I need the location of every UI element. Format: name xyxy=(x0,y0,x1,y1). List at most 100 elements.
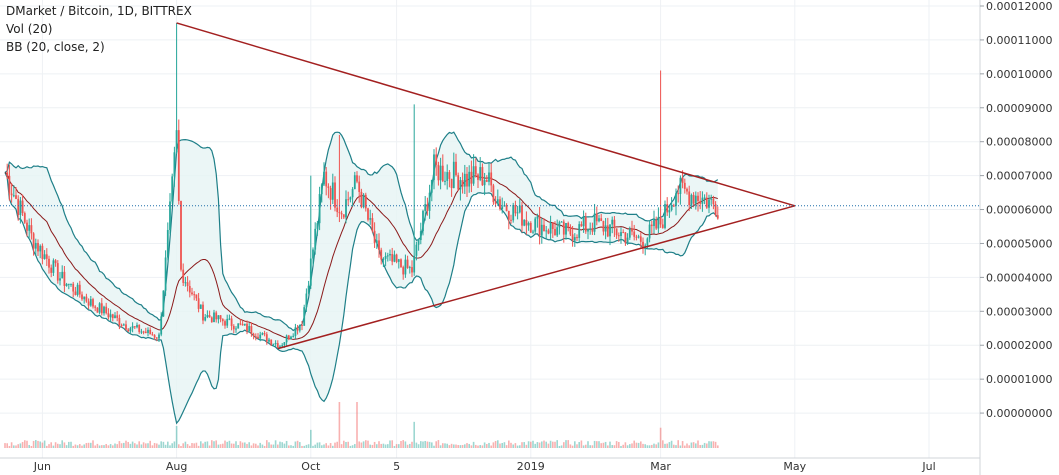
volume-bar xyxy=(552,441,554,448)
volume-bar xyxy=(103,445,105,448)
candle-body xyxy=(294,327,297,336)
candle-body xyxy=(565,222,567,235)
volume-bar xyxy=(404,441,407,448)
candle-body xyxy=(461,180,464,187)
candle-body xyxy=(686,188,688,192)
candle-body xyxy=(661,224,664,228)
volume-bar xyxy=(472,441,475,448)
candle-body xyxy=(547,230,550,234)
candle-body xyxy=(426,204,429,211)
candle-body xyxy=(650,224,653,227)
y-tick-label: 0.00005000 xyxy=(986,237,1052,250)
candle-body xyxy=(569,226,572,235)
candle-body xyxy=(188,286,191,293)
volume-bar xyxy=(15,445,17,448)
candle-body xyxy=(646,238,649,246)
candle-body xyxy=(463,173,466,187)
candle-body xyxy=(457,175,460,190)
candle-body xyxy=(67,283,70,285)
volume-bar xyxy=(85,443,88,448)
candle-body xyxy=(626,237,629,243)
candle-body xyxy=(430,179,433,193)
candle-body xyxy=(397,259,400,262)
volume-bar xyxy=(611,445,613,448)
volume-bar xyxy=(622,444,624,448)
volume-bar xyxy=(409,443,411,448)
candle-body xyxy=(375,240,378,243)
volume-bar xyxy=(270,444,272,448)
chart-title[interactable]: DMarket / Bitcoin, 1D, BITTREX xyxy=(6,4,192,18)
volume-bar xyxy=(373,441,376,448)
candle-body xyxy=(494,202,497,204)
volume-bar xyxy=(633,440,635,448)
volume-bar xyxy=(523,442,525,448)
triangle-trendlines xyxy=(0,22,980,350)
candle-body xyxy=(37,242,39,252)
volume-bar xyxy=(252,443,255,448)
volume-bar xyxy=(74,444,77,448)
volume-bar xyxy=(63,442,66,448)
volume-bar xyxy=(173,441,176,448)
candle-body xyxy=(527,222,530,226)
volume-bar xyxy=(578,442,580,448)
candle-body xyxy=(353,175,356,190)
candle-body xyxy=(285,335,288,343)
volume-bar xyxy=(664,443,666,448)
volume-bar xyxy=(479,445,481,448)
volume-bar xyxy=(50,442,52,448)
volume-bar xyxy=(684,445,686,448)
volume-bar xyxy=(675,445,677,448)
volume-bar xyxy=(274,440,277,448)
volume-bar xyxy=(466,443,468,448)
price-axis[interactable]: 0.00012000 0.00011000 0.00010000 0.00009000… xyxy=(980,0,1052,420)
volume-bar xyxy=(508,440,510,448)
candle-body xyxy=(411,267,413,273)
candle-body xyxy=(217,315,220,320)
volume-bar xyxy=(655,444,657,448)
volume-bar xyxy=(607,445,609,448)
time-axis[interactable]: Jun Aug Oct 5 2019 Mar May Jul xyxy=(0,457,980,473)
candle-body xyxy=(63,271,66,286)
upper-trendline[interactable] xyxy=(176,22,796,207)
candle-body xyxy=(164,257,167,291)
volume-bar xyxy=(156,443,158,448)
candle-body xyxy=(653,220,655,227)
volume-bar xyxy=(525,444,528,448)
candle-body xyxy=(41,245,44,259)
volume-bar xyxy=(532,440,534,448)
candle-body xyxy=(444,180,446,182)
candle-body xyxy=(384,256,387,259)
candle-body xyxy=(312,249,314,259)
indicator-bollinger[interactable]: BB (20, close, 2) xyxy=(6,40,105,54)
volume-bar xyxy=(662,440,664,448)
volume-bar xyxy=(365,440,367,448)
candle-body xyxy=(342,214,345,218)
candle-body xyxy=(261,333,264,335)
candle-body xyxy=(688,191,691,206)
volume-bar xyxy=(395,444,398,448)
candle-body xyxy=(468,171,471,187)
candle-body xyxy=(131,326,134,329)
candle-body xyxy=(140,331,143,333)
candle-body xyxy=(613,219,616,229)
chart-legend: DMarket / Bitcoin, 1D, BITTREX Vol (20) … xyxy=(6,2,192,56)
volume-bar xyxy=(640,441,642,448)
volume-bar xyxy=(118,441,121,448)
indicator-volume[interactable]: Vol (20) xyxy=(6,22,53,36)
candle-body xyxy=(437,164,440,181)
candle-body xyxy=(525,219,528,226)
candle-body xyxy=(338,212,341,214)
volume-bar xyxy=(338,402,341,448)
volume-bar xyxy=(620,445,622,448)
volume-bar xyxy=(261,444,264,448)
volume-bar xyxy=(266,440,268,448)
volume-bar xyxy=(35,440,37,448)
candle-body xyxy=(532,231,534,233)
volume-bar xyxy=(692,442,695,448)
volume-bar xyxy=(483,442,486,448)
volume-bar xyxy=(70,441,72,448)
lower-trendline[interactable] xyxy=(277,205,795,350)
candle-body xyxy=(158,334,160,339)
candle-body xyxy=(281,345,284,347)
